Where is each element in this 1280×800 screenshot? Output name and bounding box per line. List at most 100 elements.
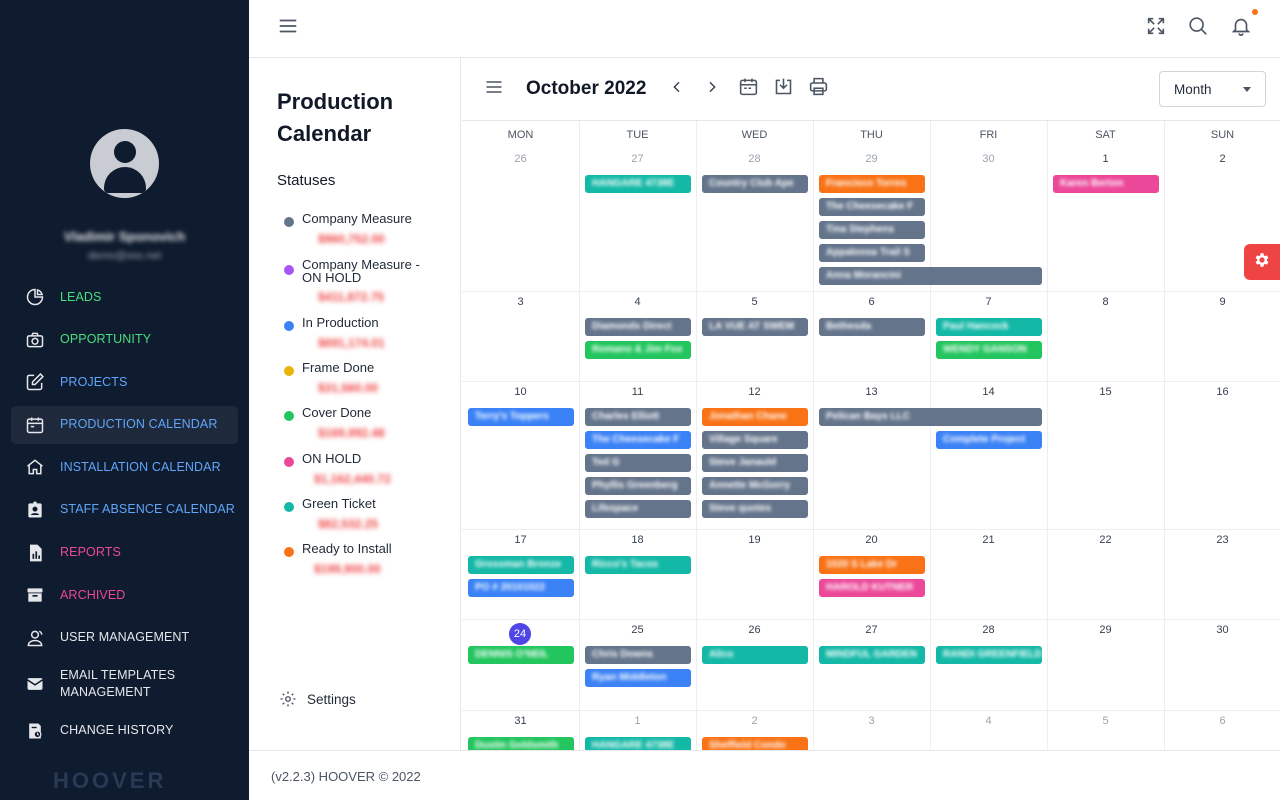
calendar-event[interactable]: Ryan Middleton	[585, 669, 691, 687]
previous-month-button[interactable]	[667, 78, 687, 100]
day-number[interactable]: 15	[1099, 386, 1112, 398]
calendar-event[interactable]: Steve quotes	[702, 500, 808, 518]
sidebar-item-email-templates[interactable]: EMAIL TEMPLATES MANAGEMENT	[11, 661, 238, 707]
settings-link[interactable]: Settings	[279, 690, 356, 708]
calendar-event[interactable]: Diamonds Direct	[585, 318, 691, 336]
calendar-event[interactable]: HANGARE 4738E	[585, 737, 691, 750]
calendar-event[interactable]: Jonathan Chane	[702, 408, 808, 426]
calendar-event[interactable]: Steve Janauld	[702, 454, 808, 472]
calendar-event[interactable]: Dustin Goldsmith	[468, 737, 574, 750]
day-number[interactable]: 14	[982, 386, 995, 398]
calendar-event[interactable]: Anna Morancini	[819, 267, 1042, 285]
day-number[interactable]: 9	[1219, 296, 1226, 308]
day-number[interactable]: 25	[631, 624, 644, 636]
day-number[interactable]: 18	[631, 534, 644, 546]
day-number[interactable]: 17	[514, 534, 527, 546]
next-month-button[interactable]	[702, 78, 722, 100]
sidebar-item-production-calendar[interactable]: PRODUCTION CALENDAR	[11, 405, 238, 444]
day-number[interactable]: 3	[868, 715, 875, 727]
calendar-event[interactable]: PO # 20101022	[468, 579, 574, 597]
calendar-event[interactable]: DENNIS O'NEIL	[468, 646, 574, 664]
calendar-event[interactable]: Charles Elliott	[585, 408, 691, 426]
day-number[interactable]: 31	[514, 715, 527, 727]
calendar-event[interactable]: Romano & Jim Fox	[585, 341, 691, 359]
calendar-event[interactable]: RANDI GREENFIELD	[936, 646, 1042, 664]
print-button[interactable]	[806, 77, 830, 101]
day-number[interactable]: 21	[982, 534, 995, 546]
go-to-today-button[interactable]	[736, 77, 760, 101]
day-number[interactable]: 1	[1102, 153, 1109, 165]
day-cell[interactable]	[462, 148, 579, 291]
day-number[interactable]: 2	[1219, 153, 1226, 165]
calendar-event[interactable]: WENDY GANSON	[936, 341, 1042, 359]
sidebar-item-projects[interactable]: PROJECTS	[11, 363, 238, 401]
notifications-button[interactable]	[1227, 8, 1258, 42]
sidebar-item-staff-absence-calendar[interactable]: STAFF ABSENCE CALENDAR	[11, 491, 238, 529]
day-number[interactable]: 6	[868, 296, 875, 308]
day-number[interactable]: 7	[985, 296, 992, 308]
day-number[interactable]: 27	[865, 624, 878, 636]
day-cell[interactable]	[1047, 148, 1164, 291]
calendar-event[interactable]: The Cheesecake F	[819, 198, 925, 216]
sidebar-item-installation-calendar[interactable]: INSTALLATION CALENDAR	[11, 448, 238, 486]
day-number[interactable]: 29	[1099, 624, 1112, 636]
calendar-event[interactable]: Ricco's Tacos	[585, 556, 691, 574]
day-number[interactable]: 27	[631, 153, 644, 165]
day-number[interactable]: 16	[1216, 386, 1229, 398]
calendar-event[interactable]: Village Square	[702, 431, 808, 449]
day-number[interactable]: 2	[751, 715, 758, 727]
calendar-event[interactable]: The Cheesecake F	[585, 431, 691, 449]
sidebar-item-opportunity[interactable]: OPPORTUNITY	[11, 321, 238, 359]
view-select[interactable]: Month	[1159, 71, 1266, 107]
calendar-event[interactable]: HANGARE 4738E	[585, 175, 691, 193]
calendar-event[interactable]: 1020 S Lake Dr	[819, 556, 925, 574]
day-number[interactable]: 1	[634, 715, 641, 727]
sidebar-item-archived[interactable]: ARCHIVED	[11, 576, 238, 614]
day-number[interactable]: 6	[1219, 715, 1226, 727]
day-cell[interactable]	[579, 148, 696, 291]
day-number[interactable]: 28	[982, 624, 995, 636]
day-number[interactable]: 23	[1216, 534, 1229, 546]
day-number[interactable]: 26	[514, 153, 527, 165]
calendar-event[interactable]: Karen Berton	[1053, 175, 1159, 193]
search-button[interactable]	[1184, 14, 1212, 42]
sidebar-item-leads[interactable]: LEADS	[11, 278, 238, 316]
day-number[interactable]: 30	[1216, 624, 1229, 636]
day-number[interactable]: 8	[1102, 296, 1109, 308]
calendar-event[interactable]: Complete Project	[936, 431, 1042, 449]
calendar-event[interactable]: Chris Downs	[585, 646, 691, 664]
today-day-number[interactable]: 24	[509, 623, 531, 645]
day-cell[interactable]	[462, 381, 579, 529]
calendar-event[interactable]: MINDFUL GARDEN	[819, 646, 925, 664]
calendar-event[interactable]: Alico	[702, 646, 808, 664]
calendar-event[interactable]: Paul Hancock	[936, 318, 1042, 336]
calendar-event[interactable]: Tina Stephens	[819, 221, 925, 239]
day-cell[interactable]	[813, 381, 930, 529]
calendar-event[interactable]: Sheffield Condo	[702, 737, 808, 750]
calendar-event[interactable]: Lifespace	[585, 500, 691, 518]
day-cell[interactable]	[930, 381, 1047, 529]
calendar-menu-button[interactable]	[482, 78, 506, 100]
calendar-event[interactable]: Pelican Bays LLC	[819, 408, 1042, 426]
calendar-event[interactable]: Grossman Bronze	[468, 556, 574, 574]
day-number[interactable]: 5	[751, 296, 758, 308]
calendar-event[interactable]: LA VUE AT SWEM	[702, 318, 808, 336]
day-number[interactable]: 20	[865, 534, 878, 546]
calendar-event[interactable]: Francisco Torres	[819, 175, 925, 193]
day-cell[interactable]	[1164, 381, 1280, 529]
day-number[interactable]: 28	[748, 153, 761, 165]
day-number[interactable]: 29	[865, 153, 878, 165]
calendar-event[interactable]: Ted G	[585, 454, 691, 472]
day-number[interactable]: 19	[748, 534, 761, 546]
calendar-event[interactable]: Annette McGorry	[702, 477, 808, 495]
menu-toggle-button[interactable]	[274, 14, 302, 42]
day-number[interactable]: 3	[517, 296, 524, 308]
day-cell[interactable]	[1047, 381, 1164, 529]
floating-settings-button[interactable]	[1244, 244, 1280, 280]
avatar[interactable]	[90, 129, 159, 198]
calendar-event[interactable]: Bethesda	[819, 318, 925, 336]
day-cell[interactable]	[696, 148, 813, 291]
calendar-event[interactable]: Appaloosa Trail S	[819, 244, 925, 262]
calendar-event[interactable]: HAROLD KUTNER	[819, 579, 925, 597]
download-button[interactable]	[771, 77, 795, 101]
